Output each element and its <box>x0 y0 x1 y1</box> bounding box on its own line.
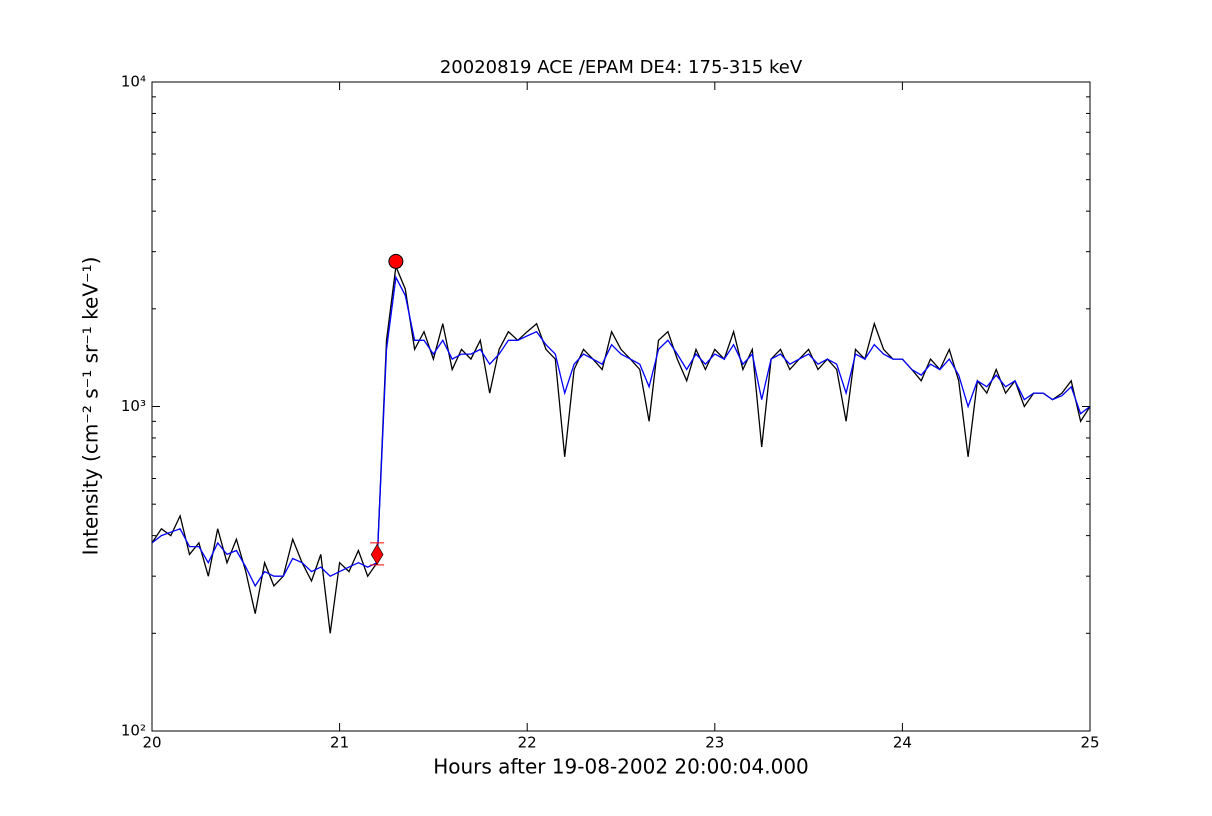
data-line <box>151 263 1091 634</box>
y-axis-label: Intensity (cm⁻² s⁻¹ sr⁻¹ keV⁻¹) <box>79 257 103 556</box>
x-tick-label: 24 <box>893 734 912 752</box>
data-line <box>151 275 1091 588</box>
point-marker <box>370 543 384 566</box>
plot-frame <box>151 81 1091 732</box>
chart-title: 20020819 ACE /EPAM DE4: 175-315 keV <box>440 57 803 78</box>
x-tick-label: 20 <box>142 734 161 752</box>
x-tick-label: 21 <box>330 734 349 752</box>
y-tick-label: 10³ <box>121 397 146 415</box>
x-tick-label: 23 <box>705 734 724 752</box>
y-tick-label: 10² <box>121 722 146 740</box>
x-axis-label: Hours after 19-08-2002 20:00:04.000 <box>433 755 809 779</box>
x-tick-label: 25 <box>1080 734 1099 752</box>
x-tick-label: 22 <box>518 734 537 752</box>
point-marker <box>388 253 404 269</box>
y-tick-label: 10⁴ <box>121 73 146 91</box>
